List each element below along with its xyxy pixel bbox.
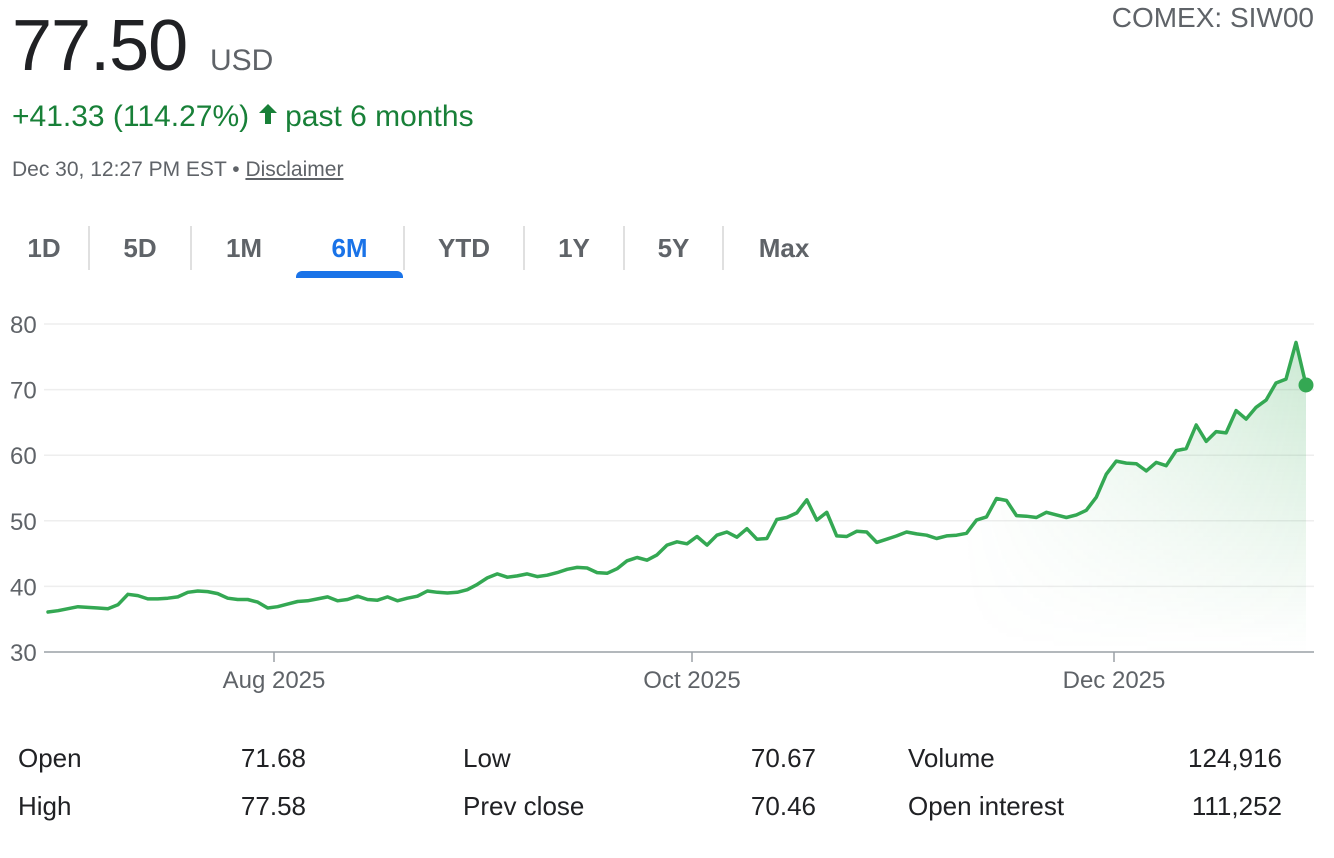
tab-divider [403, 226, 405, 270]
x-tick-label: Aug 2025 [223, 667, 326, 694]
tab-max-label: Max [758, 233, 810, 263]
tab-max[interactable]: Max [724, 222, 844, 278]
stat-open-value: 71.68 [240, 743, 306, 773]
stat-low-label: Low [463, 743, 511, 773]
stat-open-interest-label: Open interest [908, 791, 1065, 821]
x-tick-label: Oct 2025 [643, 667, 740, 694]
stat-open-label: Open [18, 743, 82, 773]
tab-divider [523, 226, 525, 270]
change-value: +41.33 (114.27%) [12, 100, 250, 133]
change-period: past 6 months [285, 100, 474, 133]
tab-1m-label: 1M [225, 233, 263, 263]
y-tick-label: 60 [10, 443, 37, 470]
y-tick-label: 80 [10, 312, 37, 339]
stat-low-value: 70.67 [750, 743, 816, 773]
stat-prev-close-label: Prev close [463, 791, 585, 821]
price-value: 77.50 [12, 6, 188, 86]
range-tabs: 1D 5D 1M 6M YTD 1Y 5Y Max [0, 222, 840, 278]
stat-volume-value: 124,916 [1188, 743, 1282, 773]
last-price-marker [1298, 377, 1314, 393]
timestamp-line: Dec 30, 12:27 PM EST • Disclaimer [12, 158, 343, 182]
x-tick-label: Dec 2025 [1063, 667, 1166, 694]
tab-5d-label: 5D [123, 233, 157, 263]
tab-divider [190, 226, 192, 270]
tab-5d[interactable]: 5D [90, 222, 190, 278]
price-chart[interactable]: 30 40 50 60 70 80 Aug 2025 Oct 2025 Dec 2025 [0, 300, 1334, 700]
y-tick-label: 40 [10, 574, 37, 601]
tab-6m[interactable]: 6M [296, 222, 403, 278]
disclaimer-link[interactable]: Disclaimer [245, 158, 344, 181]
area-fill [48, 342, 1306, 652]
y-tick-label: 30 [10, 640, 37, 667]
tab-divider [623, 226, 625, 270]
separator-dot: • [232, 158, 240, 181]
stat-high-value: 77.58 [240, 791, 306, 821]
arrow-up-icon [257, 100, 279, 134]
price-change: +41.33 (114.27%) past 6 months [12, 100, 474, 134]
active-tab-indicator [296, 271, 403, 278]
y-tick-label: 50 [10, 509, 37, 536]
tab-1y[interactable]: 1Y [525, 222, 623, 278]
stat-open-interest-value: 111,252 [1191, 791, 1282, 821]
timestamp: Dec 30, 12:27 PM EST [12, 158, 227, 181]
stat-high-label: High [18, 791, 72, 821]
price-line [46, 340, 1308, 614]
tab-5y[interactable]: 5Y [625, 222, 722, 278]
tab-divider [722, 226, 724, 270]
stat-prev-close-value: 70.46 [750, 791, 816, 821]
tab-1y-label: 1Y [558, 233, 590, 263]
y-tick-label: 70 [10, 378, 37, 405]
stat-volume-label: Volume [908, 743, 995, 773]
tab-ytd[interactable]: YTD [405, 222, 523, 278]
ticker-symbol: COMEX: SIW00 [1111, 2, 1314, 33]
tab-6m-label: 6M [331, 233, 368, 263]
tab-1d-label: 1D [27, 233, 61, 263]
currency-label: USD [210, 44, 274, 77]
tab-ytd-label: YTD [438, 233, 490, 263]
tab-1d[interactable]: 1D [0, 222, 88, 278]
tab-1m[interactable]: 1M [192, 222, 296, 278]
tab-5y-label: 5Y [657, 233, 690, 263]
tab-divider [88, 226, 90, 270]
